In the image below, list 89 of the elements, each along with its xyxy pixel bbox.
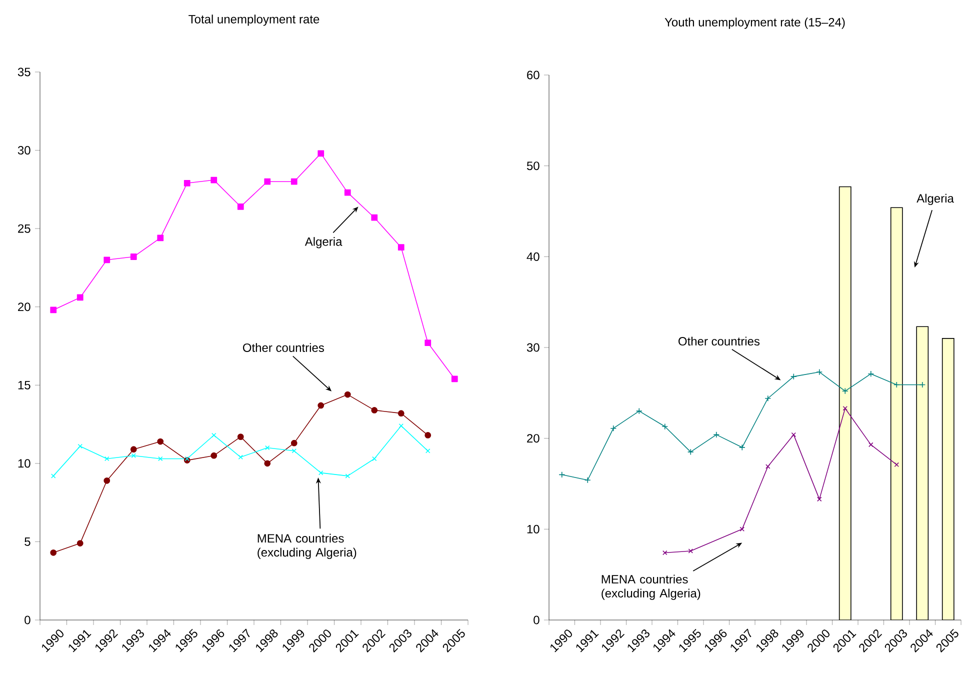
point: [371, 407, 378, 414]
point: [318, 470, 324, 476]
y-tick-label: 35: [18, 68, 30, 76]
y-tick-label: 20: [18, 302, 30, 312]
point: [345, 474, 350, 478]
text: Other countries: [242, 343, 324, 352]
point: [210, 176, 218, 184]
y-tick-label: 30: [18, 146, 30, 155]
point: [318, 402, 324, 409]
point: [104, 256, 110, 264]
point: [318, 150, 324, 157]
point: [158, 456, 163, 462]
point: [237, 434, 244, 440]
series-label: MENA countries (excluding Algeria): [602, 574, 700, 600]
text: Algeria: [304, 237, 342, 248]
point: [371, 214, 378, 221]
point: [398, 423, 404, 428]
point: [766, 464, 770, 469]
point: [292, 448, 296, 454]
point: [344, 189, 351, 196]
point: [157, 234, 164, 242]
point: [290, 440, 298, 446]
point: [237, 203, 244, 210]
point: [740, 526, 745, 532]
point: [76, 540, 84, 546]
point: [210, 452, 218, 459]
y-tick-label: 60: [527, 70, 540, 80]
point: [451, 376, 458, 382]
series-label: Algeria: [916, 194, 954, 206]
bar: [942, 338, 954, 620]
point: [791, 432, 796, 438]
y-tick-label: 10: [527, 524, 540, 534]
point: [131, 453, 136, 458]
bar: [890, 207, 903, 620]
chart-title: Total unemployment rate: [188, 14, 320, 26]
point: [130, 254, 137, 260]
point: [584, 476, 591, 484]
text: MENA countries (excluding Algeria): [258, 534, 356, 559]
point: [344, 391, 351, 398]
point: [790, 373, 797, 380]
point: [290, 178, 298, 185]
text: Other countries: [678, 336, 760, 346]
y-tick-label: 30: [526, 343, 540, 352]
point: [265, 445, 270, 450]
point: [50, 549, 57, 556]
y-tick-label: 10: [18, 459, 30, 468]
point: [104, 456, 110, 462]
point: [893, 382, 900, 388]
point: [104, 477, 110, 484]
point: [424, 340, 432, 346]
point: [610, 425, 617, 432]
point: [238, 454, 243, 460]
point: [662, 423, 668, 430]
point: [636, 408, 642, 414]
y-tick-label: 0: [24, 616, 30, 624]
bar: [838, 186, 852, 620]
point: [713, 432, 720, 438]
point: [687, 448, 694, 456]
point: [398, 410, 404, 417]
point: [868, 370, 874, 378]
y-tick-label: 0: [534, 616, 540, 624]
point: [130, 446, 137, 453]
point: [78, 444, 82, 449]
y-tick-label: 50: [526, 162, 540, 170]
point: [764, 395, 772, 402]
point: [424, 432, 432, 438]
y-tick-label: 40: [526, 252, 540, 261]
point: [184, 180, 190, 186]
point: [264, 178, 271, 185]
point: [842, 406, 848, 411]
point: [817, 496, 822, 502]
point: [398, 244, 404, 251]
y-tick-label: 15: [18, 380, 30, 390]
y-tick-label: 25: [18, 224, 30, 233]
point: [372, 456, 377, 462]
y-tick-label: 20: [527, 434, 540, 443]
point: [212, 432, 216, 438]
point: [842, 388, 848, 394]
point: [50, 306, 57, 314]
chart-title: Youth unemployment rate (15–24): [664, 18, 845, 29]
point: [76, 294, 84, 301]
y-tick-label: 5: [24, 538, 30, 546]
point: [816, 368, 823, 376]
point: [738, 444, 746, 451]
point: [868, 442, 874, 448]
bar: [916, 326, 929, 620]
point: [688, 548, 694, 554]
point: [264, 460, 271, 467]
point: [157, 438, 164, 445]
